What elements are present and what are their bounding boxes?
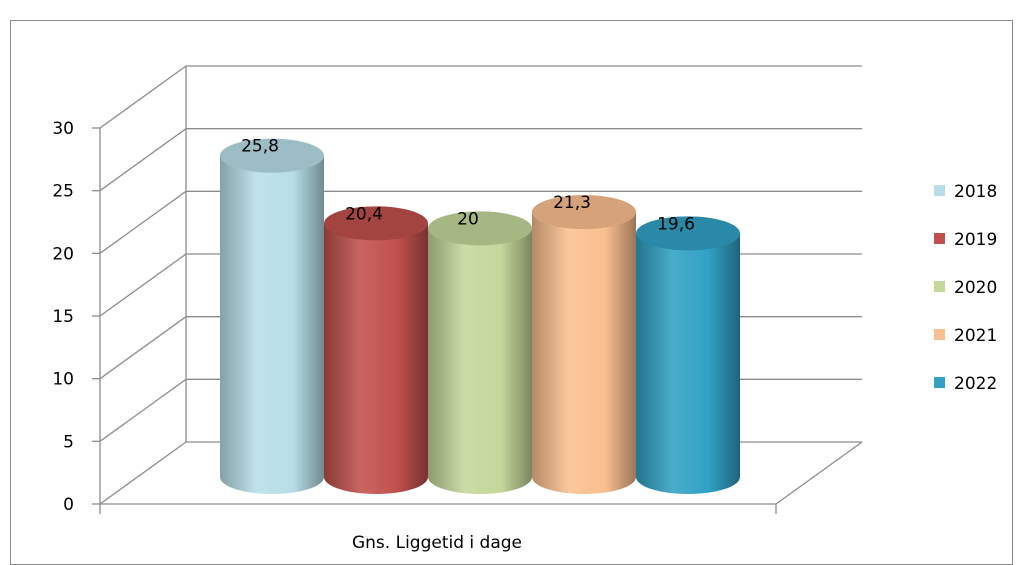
y-tick-label: 25 (52, 182, 74, 202)
y-tick-label: 10 (52, 370, 74, 390)
legend-swatch (934, 377, 945, 388)
bar-top (532, 195, 636, 230)
side-gridline (99, 65, 187, 129)
bar-body (220, 155, 324, 494)
legend-label: 2022 (954, 374, 997, 394)
bar-2018 (220, 138, 324, 494)
legend-label: 2019 (954, 230, 997, 250)
bars (220, 138, 740, 495)
bar-2021 (532, 195, 636, 495)
data-labels: 25,8 20,4 20 21,3 19,6 (241, 137, 695, 235)
bar-2022 (636, 216, 740, 494)
bar-2019 (324, 206, 428, 494)
y-tick-label: 0 (63, 495, 74, 515)
legend-swatch (934, 281, 945, 292)
side-gridline (99, 128, 187, 192)
bar-body (532, 212, 636, 495)
legend-swatch (934, 185, 945, 196)
bar-top (636, 216, 740, 251)
legend-label: 2018 (954, 182, 997, 202)
legend-item-2021: 2021 (934, 326, 997, 346)
legend-item-2019: 2019 (934, 230, 997, 250)
legend-swatch (934, 329, 945, 340)
side-gridline (99, 190, 187, 254)
side-gridline (99, 378, 187, 442)
side-gridline (99, 253, 187, 317)
legend-swatch (934, 233, 945, 244)
y-tick-label: 30 (52, 119, 74, 139)
data-label-2020: 20 (457, 209, 479, 229)
data-label-2018: 25,8 (241, 137, 279, 157)
bar-2020 (428, 211, 532, 495)
bar-top (428, 211, 532, 246)
y-axis-ticks: 0 5 10 15 20 25 30 (52, 119, 100, 515)
bar-top (220, 138, 324, 173)
data-label-2021: 21,3 (553, 193, 591, 213)
data-label-2019: 20,4 (345, 204, 383, 224)
data-label-2022: 19,6 (657, 214, 695, 234)
legend-label: 2021 (954, 326, 997, 346)
category-label: Gns. Liggetid i dage (352, 533, 522, 553)
bar-body (324, 223, 428, 494)
y-tick-label: 20 (52, 244, 74, 264)
bar-top (324, 206, 428, 241)
legend-label: 2020 (954, 278, 997, 298)
x-axis: Gns. Liggetid i dage (352, 533, 522, 553)
bar-body (428, 228, 532, 495)
legend-item-2018: 2018 (934, 182, 997, 202)
legend-item-2020: 2020 (934, 278, 997, 298)
bar-body (636, 233, 740, 494)
legend-item-2022: 2022 (934, 374, 997, 394)
floor-right-edge (775, 441, 863, 505)
legend: 2018 2019 2020 2021 2022 (934, 182, 997, 394)
side-gridline (99, 441, 187, 505)
side-gridline (99, 316, 187, 380)
y-tick-label: 5 (63, 432, 74, 452)
y-tick-label: 15 (52, 307, 74, 327)
